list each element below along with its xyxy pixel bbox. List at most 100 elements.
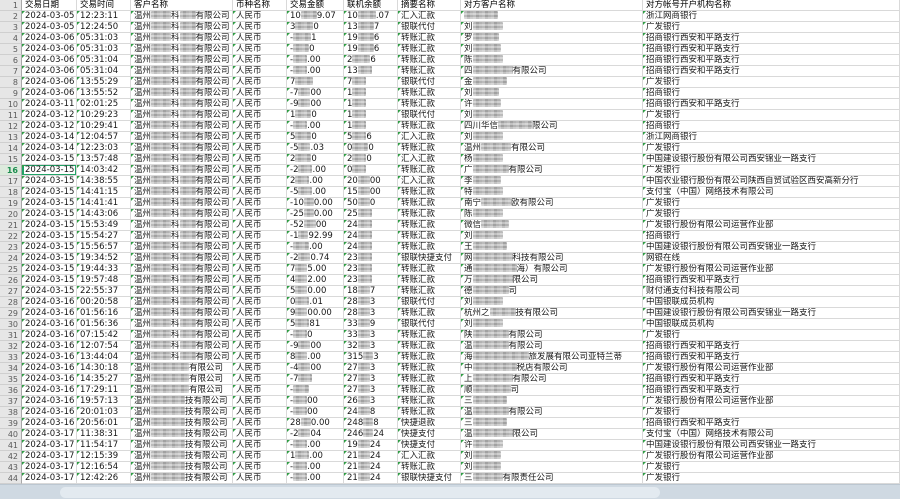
- cell[interactable]: 招商银行西安和平路支行: [643, 99, 900, 110]
- row-header[interactable]: 1: [0, 0, 22, 11]
- cell[interactable]: 转账汇款: [398, 385, 461, 396]
- cell[interactable]: 广发银行股份有限公司运营作业部: [643, 363, 900, 374]
- cell[interactable]: 招商银行西安和平路支行: [643, 341, 900, 352]
- cell[interactable]: 温州 科 有限公司: [131, 77, 233, 88]
- cell[interactable]: 温州 有限公司: [131, 374, 233, 385]
- cell[interactable]: 28 3: [344, 308, 398, 319]
- cell[interactable]: 三: [461, 418, 643, 429]
- row-header[interactable]: 41: [0, 440, 22, 451]
- cell[interactable]: 11:38:31: [77, 429, 131, 440]
- cell[interactable]: 人民币: [233, 253, 287, 264]
- cell[interactable]: 招商银行: [643, 231, 900, 242]
- row-header[interactable]: 37: [0, 396, 22, 407]
- cell[interactable]: 14:30:18: [77, 363, 131, 374]
- column-header-cell[interactable]: 对方帐号开户机构名称: [643, 0, 900, 11]
- cell[interactable]: 2024-03-15: [22, 198, 77, 209]
- cell[interactable]: 24 8: [344, 407, 398, 418]
- cell[interactable]: 2024-03-16: [22, 319, 77, 330]
- cell[interactable]: 三 有限责任公司: [461, 473, 643, 484]
- cell[interactable]: 2024-03-06: [22, 44, 77, 55]
- cell[interactable]: 温州 科 有限公司: [131, 176, 233, 187]
- cell[interactable]: 2024-03-16: [22, 352, 77, 363]
- cell[interactable]: 人民币: [233, 319, 287, 330]
- cell[interactable]: 转账汇款: [398, 275, 461, 286]
- cell[interactable]: 温州 科 有限公司: [131, 121, 233, 132]
- cell[interactable]: 转账汇款: [398, 231, 461, 242]
- cell[interactable]: 海 旅发展有限公司亚特兰蒂: [461, 352, 643, 363]
- cell[interactable]: - .00: [287, 440, 344, 451]
- cell[interactable]: 招商银行西安和平路支行: [643, 275, 900, 286]
- cell[interactable]: 17:29:11: [77, 385, 131, 396]
- cell[interactable]: 人民币: [233, 231, 287, 242]
- cell[interactable]: 温州 科 有限公司: [131, 286, 233, 297]
- cell[interactable]: 13 7: [344, 22, 398, 33]
- cell[interactable]: 温 有限公司: [461, 341, 643, 352]
- row-header[interactable]: 5: [0, 44, 22, 55]
- cell[interactable]: 人民币: [233, 308, 287, 319]
- cell[interactable]: 00:20:58: [77, 297, 131, 308]
- row-header[interactable]: 40: [0, 429, 22, 440]
- cell[interactable]: 温州 科 有限公司: [131, 22, 233, 33]
- cell[interactable]: 14:43:06: [77, 209, 131, 220]
- cell[interactable]: 广发银行: [643, 473, 900, 484]
- cell[interactable]: 广 有限公司: [461, 165, 643, 176]
- cell[interactable]: 杭州之 技有限公司: [461, 308, 643, 319]
- row-header[interactable]: 27: [0, 286, 22, 297]
- cell[interactable]: 人民币: [233, 176, 287, 187]
- cell[interactable]: 19 6: [344, 44, 398, 55]
- row-header[interactable]: 21: [0, 220, 22, 231]
- cell[interactable]: 银联代付: [398, 22, 461, 33]
- cell[interactable]: 温州 科 有限公司: [131, 154, 233, 165]
- cell[interactable]: 2024-03-15: [22, 286, 77, 297]
- cell[interactable]: 人民币: [233, 198, 287, 209]
- cell[interactable]: 2024-03-12: [22, 121, 77, 132]
- cell[interactable]: 12:16:54: [77, 462, 131, 473]
- row-header[interactable]: 38: [0, 407, 22, 418]
- cell[interactable]: 4 2.00: [287, 275, 344, 286]
- cell[interactable]: 5 81: [287, 319, 344, 330]
- cell[interactable]: 温州 科 有限公司: [131, 132, 233, 143]
- cell[interactable]: 银联代付: [398, 77, 461, 88]
- cell[interactable]: 德司: [461, 286, 643, 297]
- cell[interactable]: 2024-03-06: [22, 77, 77, 88]
- cell[interactable]: 19:34:52: [77, 253, 131, 264]
- cell[interactable]: -4 00: [287, 363, 344, 374]
- cell[interactable]: 19:57:48: [77, 275, 131, 286]
- cell[interactable]: 中国建设银行股份有限公司西安锦业一路支行: [643, 242, 900, 253]
- cell[interactable]: 人民币: [233, 187, 287, 198]
- cell[interactable]: 刘: [461, 462, 643, 473]
- cell[interactable]: 陕 有限公司: [461, 330, 643, 341]
- cell[interactable]: 转账汇款: [398, 55, 461, 66]
- cell[interactable]: 人民币: [233, 396, 287, 407]
- cell[interactable]: 人民币: [233, 22, 287, 33]
- cell[interactable]: 20:01:03: [77, 407, 131, 418]
- cell[interactable]: 人民币: [233, 418, 287, 429]
- cell[interactable]: 转账汇款: [398, 462, 461, 473]
- cell[interactable]: 转账汇款: [398, 341, 461, 352]
- cell[interactable]: 温州 科 有限公司: [131, 88, 233, 99]
- cell[interactable]: 人民币: [233, 143, 287, 154]
- row-header[interactable]: 6: [0, 55, 22, 66]
- cell[interactable]: 02:01:25: [77, 99, 131, 110]
- cell[interactable]: 2024-03-16: [22, 297, 77, 308]
- cell[interactable]: 广发银行股份有限公司运营作业部: [643, 396, 900, 407]
- cell[interactable]: 广发银行: [643, 165, 900, 176]
- cell[interactable]: 许: [461, 99, 643, 110]
- cell[interactable]: 转账汇款: [398, 407, 461, 418]
- cell[interactable]: 07:15:42: [77, 330, 131, 341]
- cell[interactable]: 05:31:04: [77, 55, 131, 66]
- cell[interactable]: 2024-03-15: [22, 275, 77, 286]
- cell[interactable]: 李: [461, 176, 643, 187]
- cell[interactable]: 四 有限公司: [461, 66, 643, 77]
- cell[interactable]: 01:56:16: [77, 308, 131, 319]
- cell[interactable]: 人民币: [233, 341, 287, 352]
- cell[interactable]: -9 00: [287, 341, 344, 352]
- cell[interactable]: 杨: [461, 154, 643, 165]
- row-header[interactable]: 42: [0, 451, 22, 462]
- cell[interactable]: 2024-03-16: [22, 308, 77, 319]
- cell[interactable]: 2024-03-17: [22, 440, 77, 451]
- row-header[interactable]: 36: [0, 385, 22, 396]
